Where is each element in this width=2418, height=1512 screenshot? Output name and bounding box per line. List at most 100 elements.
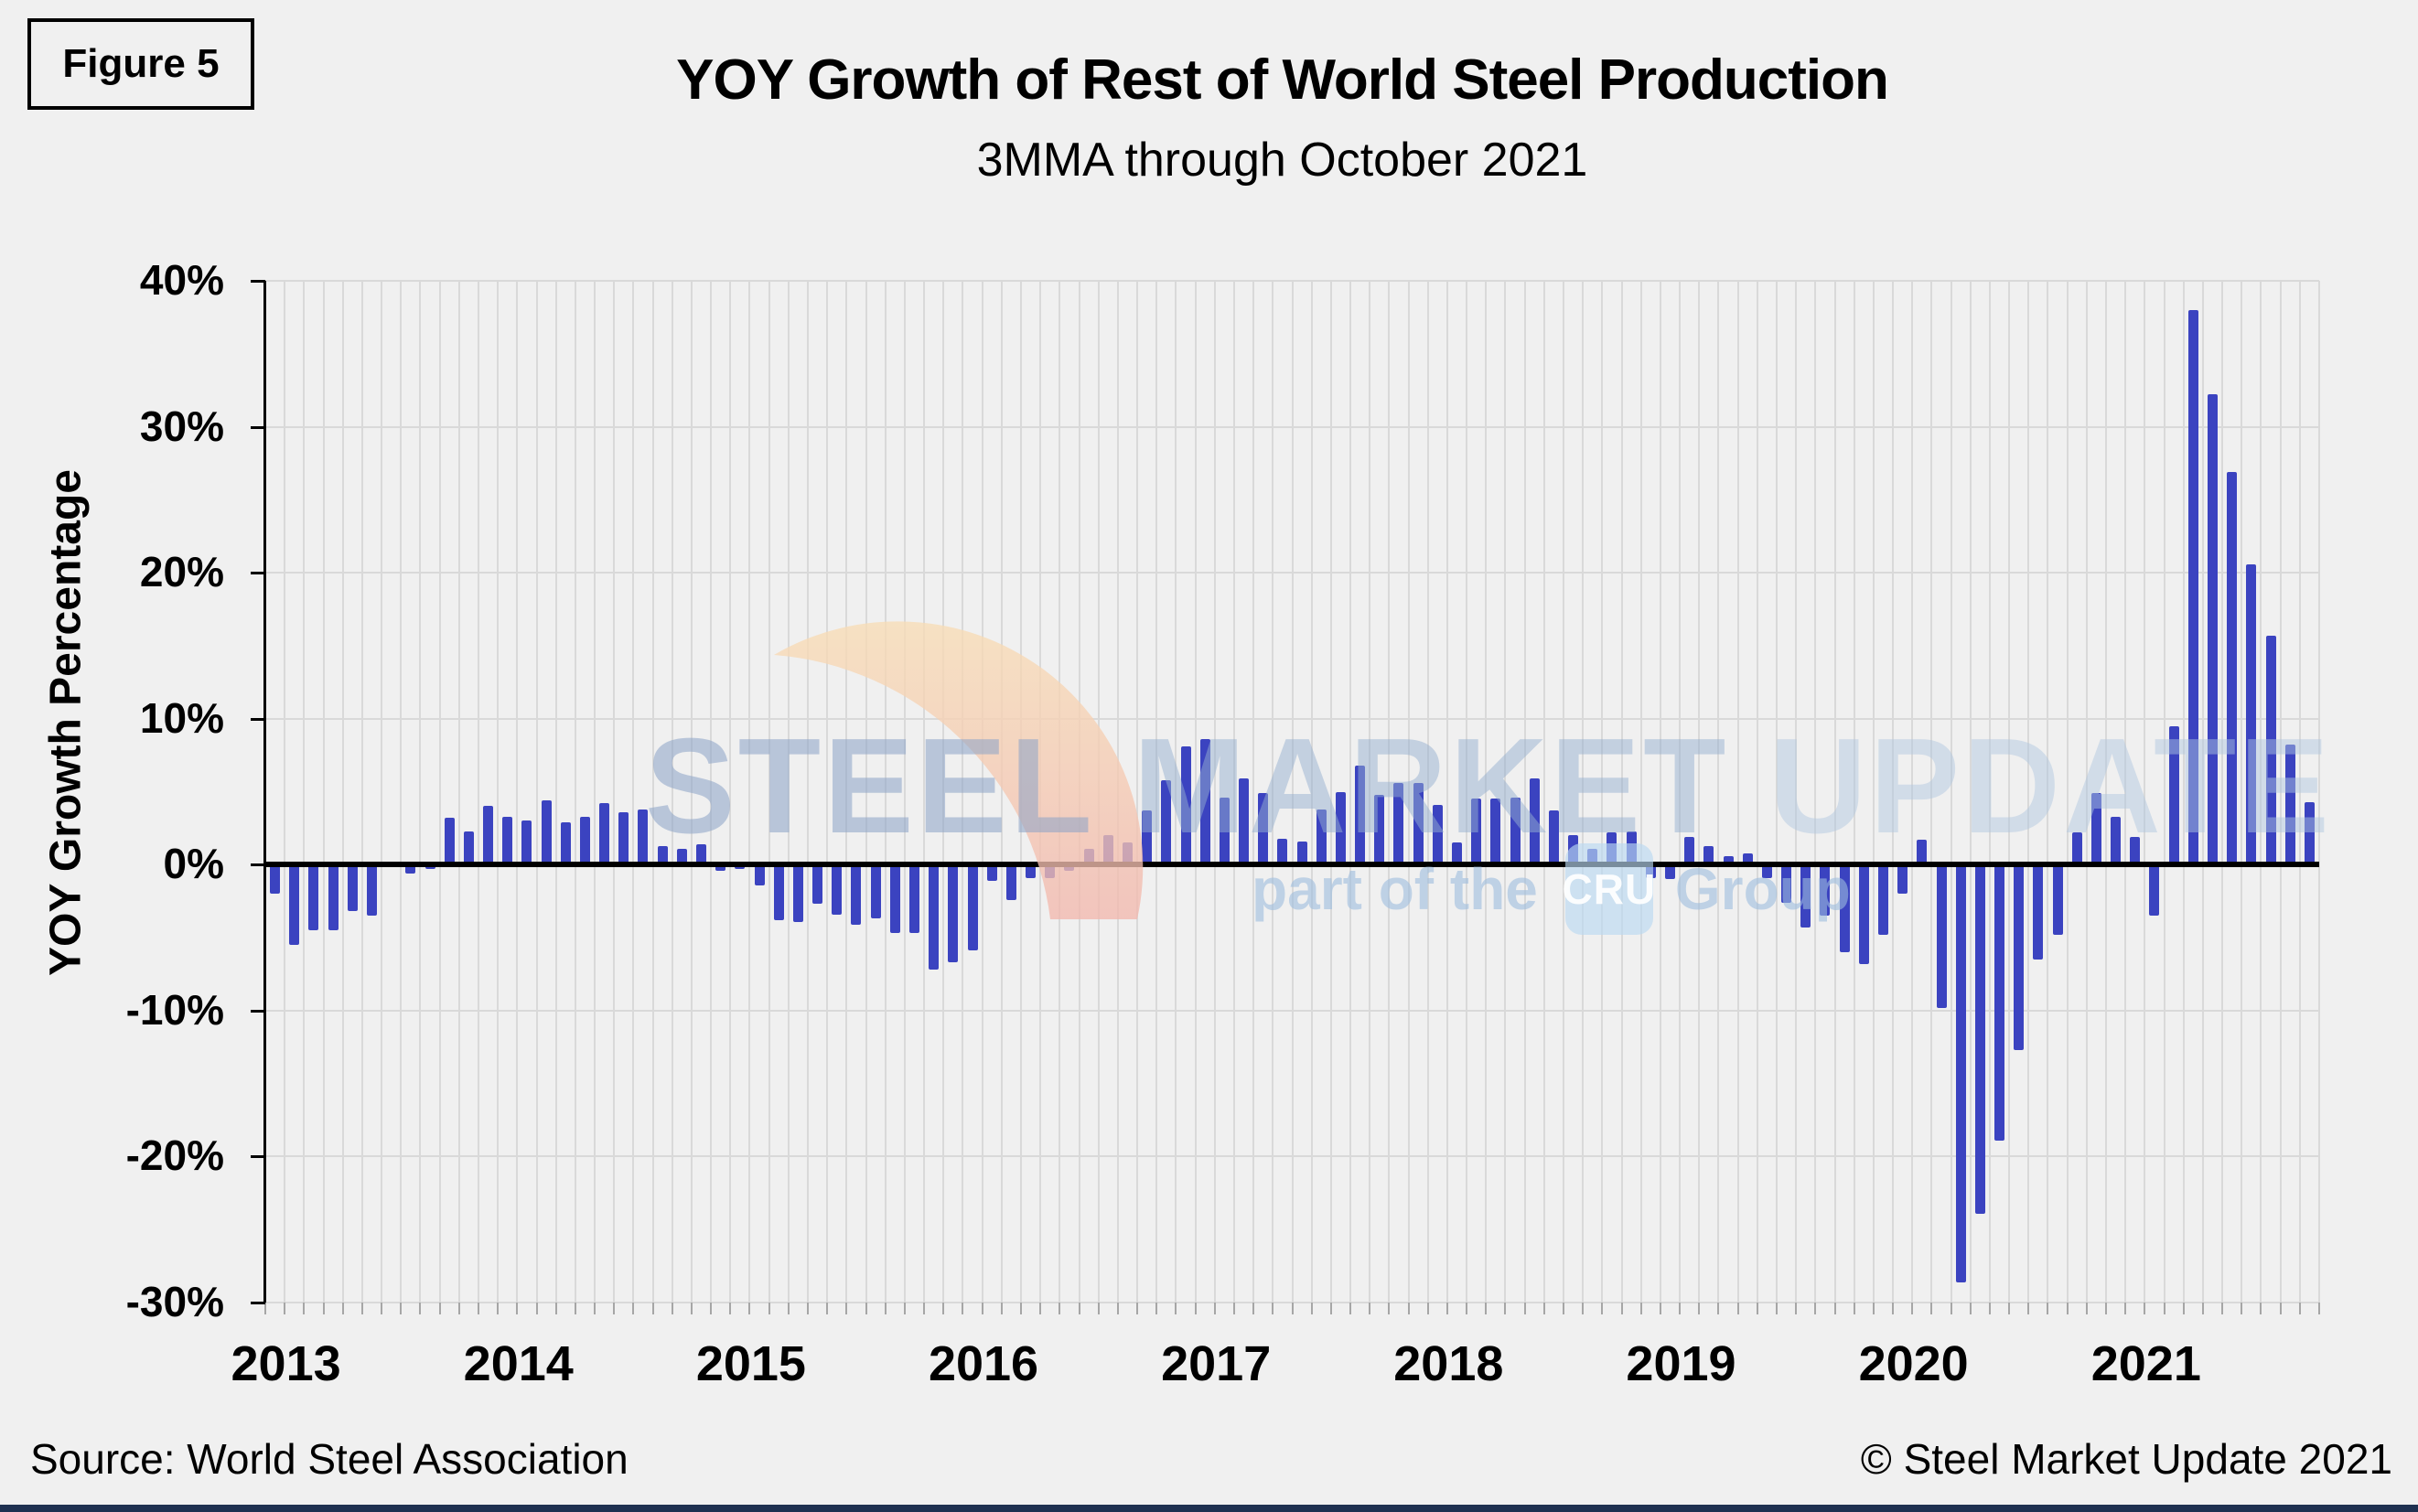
bar [1102, 835, 1113, 865]
x-axis-tick [1872, 1303, 1875, 1314]
bar [579, 816, 590, 865]
bar [1219, 797, 1230, 865]
bar [889, 864, 900, 934]
bar [1452, 842, 1463, 865]
y-axis-tick [251, 425, 265, 429]
x-axis-tick [1892, 1303, 1895, 1314]
bar [1994, 864, 2005, 1141]
month-gridline [981, 281, 983, 1303]
x-axis-tick [2163, 1303, 2165, 1314]
y-axis-tick [251, 280, 265, 283]
month-gridline [729, 281, 732, 1303]
month-gridline [1388, 281, 1391, 1303]
bar [1393, 782, 1404, 865]
horizontal-gridline [265, 572, 2319, 574]
y-tick-label: 0% [163, 840, 224, 888]
x-axis-tick [2318, 1303, 2320, 1314]
month-gridline [1698, 281, 1701, 1303]
month-gridline [1136, 281, 1139, 1303]
x-axis-tick [1523, 1303, 1526, 1314]
x-axis-tick [768, 1303, 770, 1314]
month-gridline [1639, 281, 1642, 1303]
month-gridline [1969, 281, 1972, 1303]
bar [1432, 804, 1443, 865]
bar [1839, 864, 1850, 953]
bar [2168, 725, 2179, 865]
x-axis-tick [903, 1303, 906, 1314]
month-gridline [1795, 281, 1798, 1303]
month-gridline [360, 281, 363, 1303]
x-axis-tick [2279, 1303, 2282, 1314]
x-axis-tick [457, 1303, 460, 1314]
x-axis-tick [1310, 1303, 1313, 1314]
x-axis-tick [1659, 1303, 1661, 1314]
bar [502, 816, 513, 865]
month-gridline [381, 281, 383, 1303]
x-axis-tick [1369, 1303, 1371, 1314]
month-gridline [2027, 281, 2030, 1303]
month-gridline [1310, 281, 1313, 1303]
chart-subtitle: 3MMA through October 2021 [976, 134, 1588, 187]
x-axis-tick [1504, 1303, 1507, 1314]
month-gridline [1232, 281, 1235, 1303]
x-axis-tick [1814, 1303, 1817, 1314]
bottom-accent-strip [0, 1505, 2418, 1512]
x-axis-tick [1969, 1303, 1972, 1314]
x-axis-tick [1252, 1303, 1255, 1314]
month-gridline [1601, 281, 1604, 1303]
month-gridline [787, 281, 790, 1303]
month-gridline [1853, 281, 1855, 1303]
bar [967, 864, 978, 951]
bar [1974, 864, 1985, 1214]
x-axis-tick [923, 1303, 926, 1314]
x-axis-tick [1078, 1303, 1080, 1314]
y-axis-line [263, 281, 266, 1303]
month-gridline [303, 281, 306, 1303]
y-axis-tick [251, 863, 265, 867]
bar [1607, 832, 1617, 865]
x-axis-tick [1407, 1303, 1410, 1314]
month-gridline [457, 281, 460, 1303]
bar [1800, 864, 1811, 928]
month-gridline [2085, 281, 2088, 1303]
x-axis-tick [1000, 1303, 1003, 1314]
x-axis-year-label: 2020 [1858, 1336, 1969, 1391]
month-gridline [1116, 281, 1119, 1303]
month-gridline [710, 281, 713, 1303]
month-gridline [1542, 281, 1545, 1303]
bar [289, 864, 300, 946]
bar [754, 864, 765, 885]
x-axis-tick [2260, 1303, 2262, 1314]
y-tick-label: 30% [139, 402, 224, 450]
x-axis-tick [690, 1303, 693, 1314]
x-axis-tick [651, 1303, 654, 1314]
bar [929, 864, 940, 970]
month-gridline [1814, 281, 1817, 1303]
month-gridline [1407, 281, 1410, 1303]
month-gridline [2047, 281, 2049, 1303]
y-tick-label: 10% [139, 693, 224, 742]
month-gridline [1504, 281, 1507, 1303]
month-gridline [1930, 281, 1933, 1303]
bar [851, 864, 862, 925]
x-axis-tick [2241, 1303, 2243, 1314]
x-axis-tick [1795, 1303, 1798, 1314]
x-axis-tick [1175, 1303, 1177, 1314]
month-gridline [1679, 281, 1682, 1303]
bar [2090, 793, 2101, 865]
bar [870, 864, 881, 919]
bar [1529, 778, 1540, 865]
x-axis-tick [2182, 1303, 2185, 1314]
month-gridline [1175, 281, 1177, 1303]
x-axis-tick [2105, 1303, 2108, 1314]
x-axis-tick [1194, 1303, 1197, 1314]
x-axis-year-label: 2014 [463, 1336, 574, 1391]
x-axis-tick [845, 1303, 848, 1314]
month-gridline [1252, 281, 1255, 1303]
month-gridline [2163, 281, 2165, 1303]
x-axis-tick [1291, 1303, 1294, 1314]
bar [2014, 864, 2025, 1050]
month-gridline [923, 281, 926, 1303]
x-axis-tick [632, 1303, 635, 1314]
x-axis-tick [1097, 1303, 1100, 1314]
